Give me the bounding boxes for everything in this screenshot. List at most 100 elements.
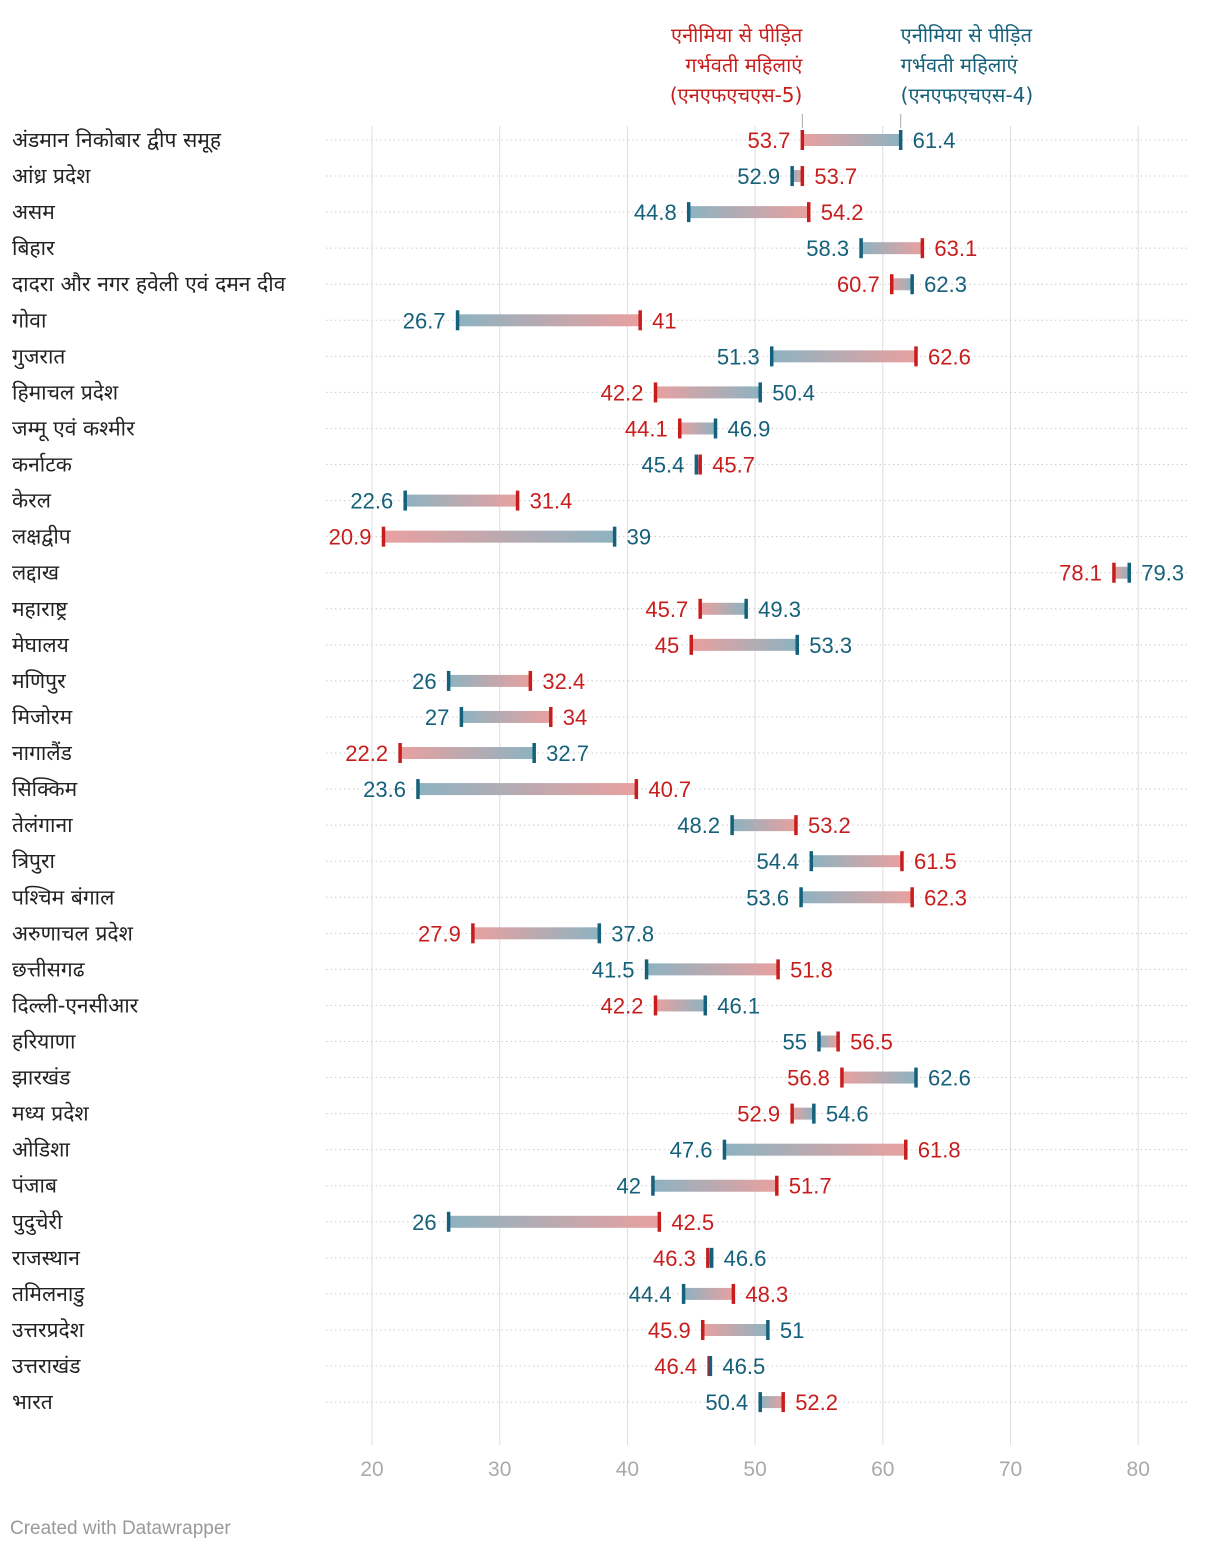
nfhs5-value-label: 54.2 <box>821 200 864 225</box>
row-label: ओडिशा <box>12 1138 70 1162</box>
nfhs5-value-label: 31.4 <box>530 489 573 514</box>
nfhs5-value-label: 51.7 <box>789 1174 832 1199</box>
nfhs4-marker <box>758 1392 762 1413</box>
nfhs4-value-label: 51 <box>780 1318 804 1343</box>
nfhs5-marker <box>731 1283 736 1304</box>
nfhs4-marker <box>744 598 748 619</box>
row-23: छत्तीसगढ 41.5 51.8 <box>12 957 1188 982</box>
range-bar <box>646 963 779 976</box>
row-13: महाराष्ट्र 45.7 49.3 <box>12 597 1188 622</box>
nfhs5-marker <box>471 923 475 944</box>
nfhs5-marker <box>920 238 925 259</box>
row-label: छत्तीसगढ <box>12 957 86 981</box>
row-label: कर्नाटक <box>12 453 73 477</box>
row-label: आंध्र प्रदेश <box>12 164 91 188</box>
nfhs5-value-label: 53.7 <box>748 128 791 153</box>
nfhs4-marker <box>651 1175 655 1196</box>
range-bar <box>457 314 641 327</box>
range-bar <box>696 458 701 471</box>
nfhs4-value-label: 62.6 <box>928 1066 971 1091</box>
row-6: गुजरात 51.3 62.6 <box>12 344 1188 369</box>
nfhs5-value-label: 45.9 <box>648 1318 691 1343</box>
nfhs5-value-label: 42.5 <box>671 1210 714 1235</box>
range-bar <box>732 819 796 832</box>
nfhs4-marker <box>859 238 863 259</box>
row-33: उत्तरप्रदेश 45.9 51 <box>12 1318 1188 1343</box>
row-label: पंजाब <box>12 1174 58 1198</box>
range-bar <box>811 855 902 868</box>
nfhs4-marker <box>597 923 602 944</box>
row-30: पुदुचेरी 26 42.5 <box>12 1210 1188 1236</box>
range-bar <box>792 170 803 183</box>
range-bar <box>691 638 798 651</box>
x-tick-label-50: 50 <box>743 1458 766 1481</box>
row-3: बिहार 58.3 63.1 <box>12 236 1188 261</box>
range-bar <box>771 350 917 363</box>
row-22: अरुणाचल प्रदेश 27.9 37.8 <box>12 921 1188 946</box>
row-label: दादरा और नगर हवेली एवं दमन दीव <box>12 272 286 296</box>
nfhs5-value-label: 42.2 <box>601 380 644 405</box>
row-29: पंजाब 42 51.7 <box>12 1174 1188 1199</box>
nfhs4-value-label: 49.3 <box>758 597 801 622</box>
nfhs5-value-label: 62.6 <box>928 344 971 369</box>
range-bar <box>383 530 615 543</box>
range-bar <box>700 602 747 615</box>
nfhs4-value-label: 46.6 <box>724 1246 767 1271</box>
row-label: लक्षद्वीप <box>12 525 72 549</box>
nfhs4-value-label: 44.4 <box>629 1282 672 1307</box>
range-bar <box>707 1251 712 1264</box>
nfhs5-value-label: 78.1 <box>1059 561 1102 586</box>
nfhs4-value-label: 27 <box>425 705 449 730</box>
row-11: लक्षद्वीप 20.9 39 <box>12 525 1188 550</box>
row-27: मध्य प्रदेश 52.9 54.6 <box>12 1102 1188 1127</box>
nfhs4-marker <box>681 1283 686 1304</box>
range-bar <box>760 1396 784 1409</box>
nfhs4-value-label: 55 <box>782 1030 806 1055</box>
range-bar <box>683 1287 734 1300</box>
row-label: भारत <box>12 1390 54 1414</box>
nfhs4-value-label: 46.9 <box>728 416 771 441</box>
nfhs5-marker <box>381 526 386 547</box>
nfhs5-value-label: 61.8 <box>918 1138 961 1163</box>
nfhs5-value-label: 45 <box>655 633 679 658</box>
row-18: सिक्किम 23.6 40.7 <box>12 777 1188 802</box>
range-bar <box>891 278 913 291</box>
range-bar <box>472 927 600 940</box>
legend: एनीमिया से पीड़ित गर्भवती महिलाएं (एनएफएचए… <box>670 23 1033 128</box>
nfhs5-marker <box>638 310 642 331</box>
row-label: नागालैंड <box>12 741 73 765</box>
range-bar <box>818 1035 839 1048</box>
nfhs4-marker <box>766 1319 770 1340</box>
nfhs5-value-label: 32.4 <box>542 669 585 694</box>
row-34: उत्तराखंड 46.4 46.5 <box>12 1354 1188 1379</box>
row-label: उत्तराखंड <box>12 1354 81 1378</box>
nfhs5-value-label: 45.7 <box>712 453 755 478</box>
row-label: दिल्ली-एनसीआर <box>12 993 139 1017</box>
nfhs5-value-label: 40.7 <box>648 777 691 802</box>
nfhs4-marker <box>532 743 536 764</box>
range-bar <box>461 710 551 723</box>
row-label: सिक्किम <box>12 777 78 801</box>
nfhs4-value-label: 62.3 <box>924 272 967 297</box>
row-label: महाराष्ट्र <box>12 597 68 621</box>
row-0: अंडमान निकोबार द्वीप समूह 53.7 61.4 <box>12 128 1188 153</box>
nfhs4-marker <box>769 346 774 367</box>
nfhs4-marker <box>708 1356 713 1377</box>
row-24: दिल्ली-एनसीआर 42.2 46.1 <box>12 993 1188 1018</box>
x-tick-label-70: 70 <box>999 1458 1022 1481</box>
row-label: हरियाणा <box>12 1030 76 1054</box>
legend-nfhs5-line: एनीमिया से पीड़ित <box>671 23 803 47</box>
nfhs5-marker <box>634 779 639 800</box>
nfhs4-marker <box>809 851 814 872</box>
row-label: लद्दाख <box>12 561 60 585</box>
nfhs4-value-label: 39 <box>627 525 651 550</box>
nfhs4-marker <box>612 526 617 547</box>
nfhs5-value-label: 52.9 <box>737 1102 780 1127</box>
nfhs4-marker <box>795 634 799 655</box>
nfhs5-value-label: 41 <box>652 308 676 333</box>
row-21: पश्चिम बंगाल 53.6 62.3 <box>12 885 1188 910</box>
nfhs5-value-label: 45.7 <box>645 597 688 622</box>
nfhs5-marker <box>836 1031 840 1052</box>
legend-nfhs4-line: गर्भवती महिलाएं <box>901 53 1019 77</box>
